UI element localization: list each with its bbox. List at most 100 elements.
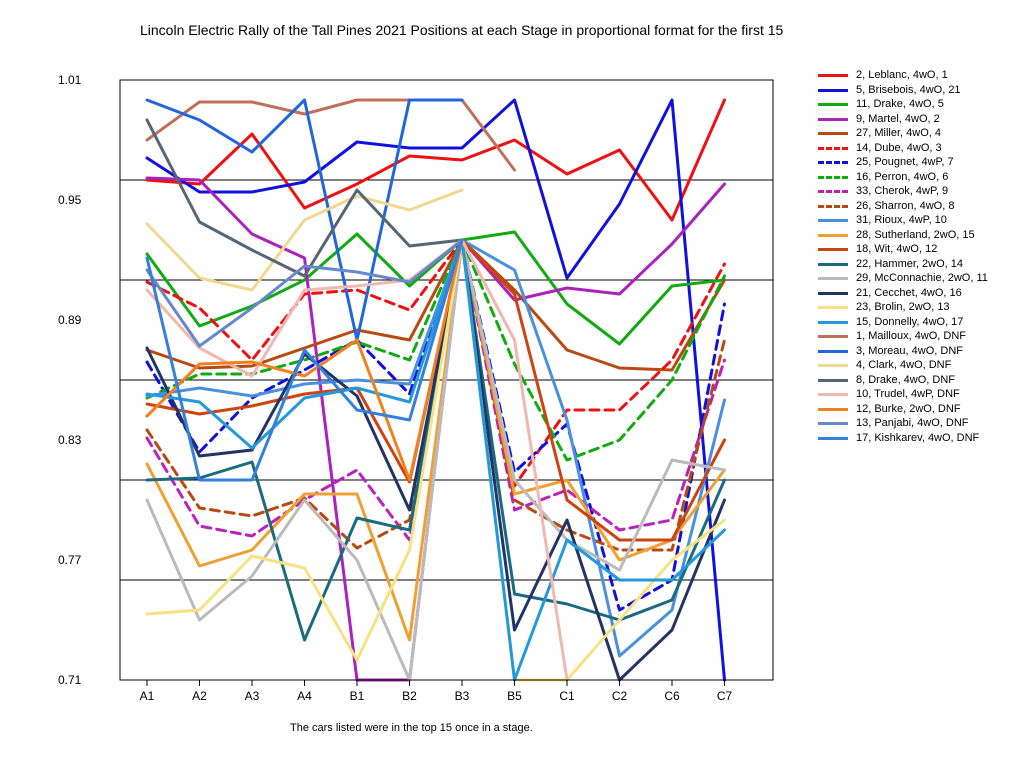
legend-item: 22, Hammer, 2wO, 14 [814,257,1019,272]
x-tick-label: B2 [402,689,417,703]
legend-item: 31, Rioux, 4wP, 10 [814,213,1019,228]
y-tick-label: 0.83 [58,433,82,447]
series-line [145,238,464,482]
series-lines [145,98,726,682]
legend-item: 15, Donnelly, 4wO, 17 [814,315,1019,330]
series-20 [145,188,464,292]
series-line [145,188,464,292]
series-line [145,238,726,682]
legend-label: 12, Burke, 2wO, DNF [856,402,961,415]
legend-swatch [818,407,848,411]
y-tick-label: 0.95 [58,193,82,207]
legend-label: 17, Kishkarev, 4wO, DNF [856,431,980,444]
series-10 [145,238,726,658]
legend-label: 10, Trudel, 4wP, DNF [856,388,960,400]
series-line [145,230,726,346]
legend-label: 33, Cherok, 4wP, 9 [856,185,949,197]
legend-swatch [818,320,848,324]
legend-item: 5, Brisebois, 4wO, 21 [814,83,1019,98]
legend-label: 2, Leblanc, 4wO, 1 [856,69,948,81]
series-5 [145,238,726,488]
y-tick-label: 0.77 [58,553,82,567]
series-line [145,118,464,278]
series-line [145,238,726,372]
series-19 [145,98,464,342]
y-tick-label: 0.89 [58,313,82,327]
legend-label: 31, Rioux, 4wP, 10 [856,214,947,226]
legend-item: 11, Drake, 4wO, 5 [814,97,1019,112]
line-chart: 1.01 0.95 0.89 0.83 0.77 0.71 A1 A2 A3 A4 B1 B2 B3 B5… [58,73,774,703]
legend-swatch [818,306,848,309]
legend-label: 15, Donnelly, 4wO, 17 [856,315,964,328]
series-line [145,238,726,682]
legend-item: 17, Kishkarev, 4wO, DNF [814,431,1019,446]
y-tick-label: 0.71 [58,673,82,687]
series-line [145,238,726,682]
series-line [145,238,726,658]
x-tick-label: B1 [350,689,365,703]
legend-label: 18, Wit, 4wO, 12 [856,243,938,255]
legend-item: 4, Clark, 4wO, DNF [814,358,1019,373]
chart-footnote: The cars listed were in the top 15 once … [290,722,533,734]
y-tick-label: 1.01 [58,73,82,87]
legend-item: 29, McConnachie, 2wO, 11 [814,271,1019,286]
x-tick-label: C7 [717,689,733,703]
legend-label: 8, Drake, 4wO, DNF [856,373,956,386]
x-tick-label: B3 [455,689,470,703]
legend-label: 29, McConnachie, 2wO, 11 [856,272,988,284]
legend-swatch [818,175,848,179]
legend-swatch [818,262,848,266]
series-line [145,98,464,342]
plot-frame [119,79,774,681]
legend-swatch [818,146,848,150]
series-line [145,238,726,462]
legend-label: 25, Pougnet, 4wP, 7 [856,156,954,168]
series-15 [145,238,726,682]
legend-swatch [818,190,848,193]
legend-item: 1, Mailloux, 4wO, DNF [814,329,1019,344]
legend-swatch [818,132,848,135]
legend-swatch [818,117,848,121]
series-line [145,238,464,348]
x-tick-label: C1 [559,689,575,703]
legend-swatch [818,248,848,251]
legend-swatch [818,204,848,208]
legend-swatch [818,393,848,396]
legend-item: 13, Panjabi, 4wO, DNF [814,416,1019,431]
legend-swatch [818,161,848,164]
series-line [145,238,726,488]
legend-item: 12, Burke, 2wO, DNF [814,402,1019,417]
x-tick-label: C6 [664,689,680,703]
legend-swatch [818,74,848,77]
legend-item: 21, Cecchet, 4wO, 16 [814,286,1019,301]
series-23 [145,238,464,482]
legend-label: 23, Brolin, 2wO, 13 [856,301,950,313]
series-line [145,238,726,682]
x-tick-label: A1 [140,689,155,703]
legend-item: 16, Perron, 4wO, 6 [814,170,1019,185]
legend-item: 33, Cherok, 4wP, 9 [814,184,1019,199]
legend-item: 9, Martel, 4wO, 2 [814,112,1019,127]
series-13 [145,238,726,642]
legend-swatch [818,103,848,106]
legend-label: 3, Moreau, 4wO, DNF [856,344,963,357]
series-24 [145,238,464,348]
series-22 [145,238,569,682]
legend-label: 13, Panjabi, 4wO, DNF [856,417,969,429]
legend-item: 3, Moreau, 4wO, DNF [814,344,1019,359]
series-line [145,98,726,682]
legend-item: 8, Drake, 4wO, DNF [814,373,1019,388]
legend-item: 28, Sutherland, 2wO, 15 [814,228,1019,243]
legend-swatch [818,277,848,280]
legend-label: 4, Clark, 4wO, DNF [856,359,952,371]
x-tick-label: B5 [507,689,522,703]
legend-label: 1, Mailloux, 4wO, DNF [856,330,967,342]
legend-swatch [818,378,848,382]
legend-label: 22, Hammer, 2wO, 14 [856,257,963,270]
axes: 1.01 0.95 0.89 0.83 0.77 0.71 A1 A2 A3 A4 B1 B2 B3 B5… [58,73,774,703]
legend-swatch [818,233,848,237]
series-line [145,238,726,642]
legend-swatch [818,291,848,295]
series-16 [145,238,726,682]
legend-swatch [818,335,848,338]
